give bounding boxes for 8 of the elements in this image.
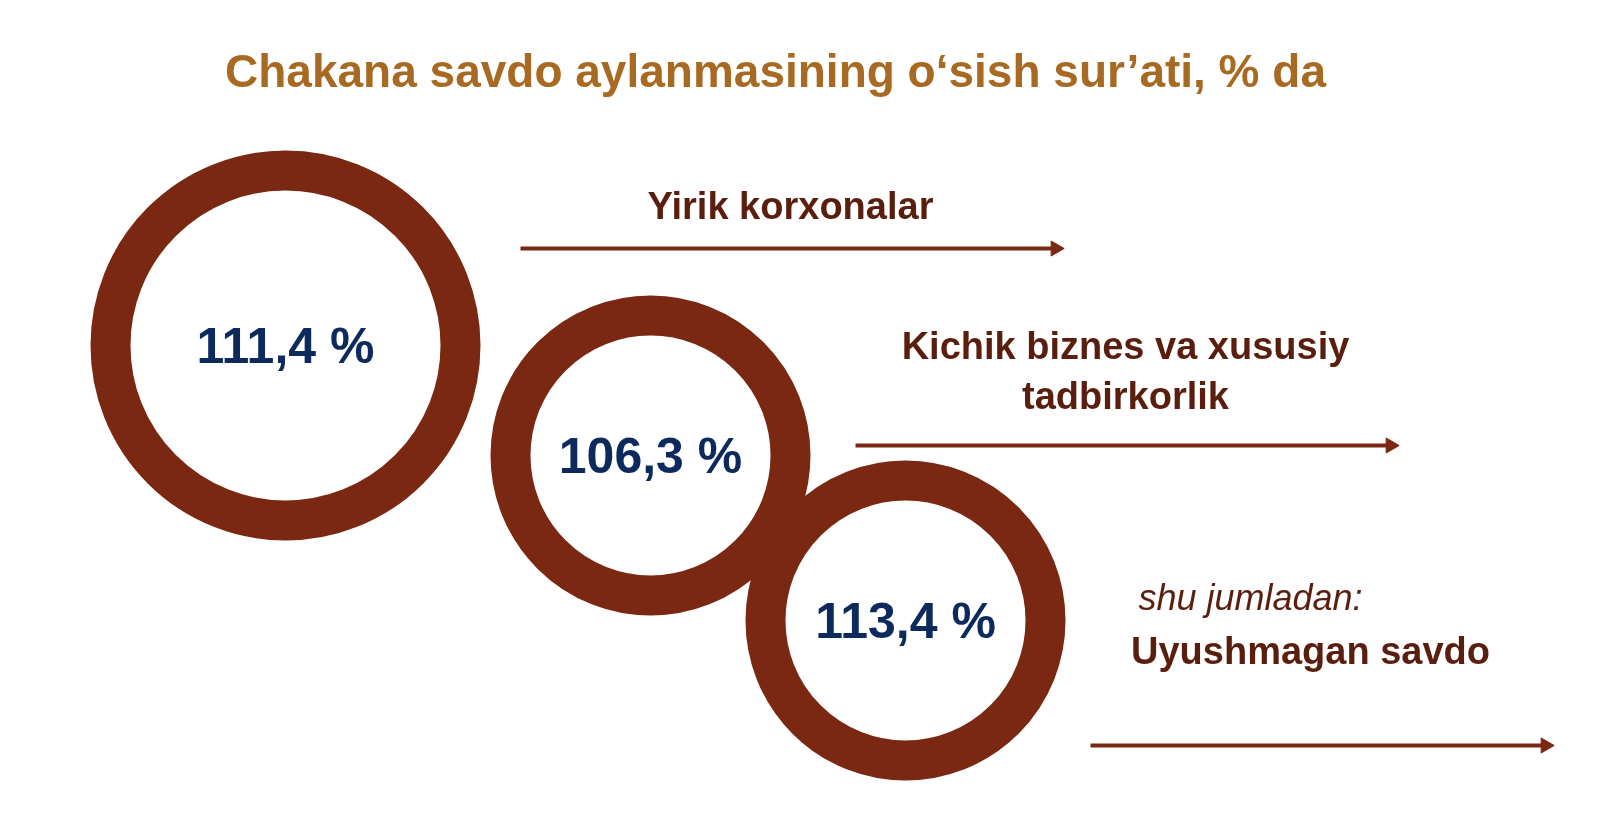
category-label: Uyushmagan savdo [1131, 629, 1490, 672]
text: shu jumladan: [1138, 577, 1363, 618]
data-label: 113,4 % [815, 592, 996, 649]
category-label: Kichik biznes va xususiy tadbirkorlik [901, 324, 1350, 417]
category-label: Yirik korxonalar [647, 184, 934, 227]
data-label: 111,4 % [196, 317, 375, 374]
data-label: 106,3 % [558, 427, 743, 484]
text: Chakana savdo aylanmasining o‘sish sur’ati, % da [225, 44, 1327, 97]
